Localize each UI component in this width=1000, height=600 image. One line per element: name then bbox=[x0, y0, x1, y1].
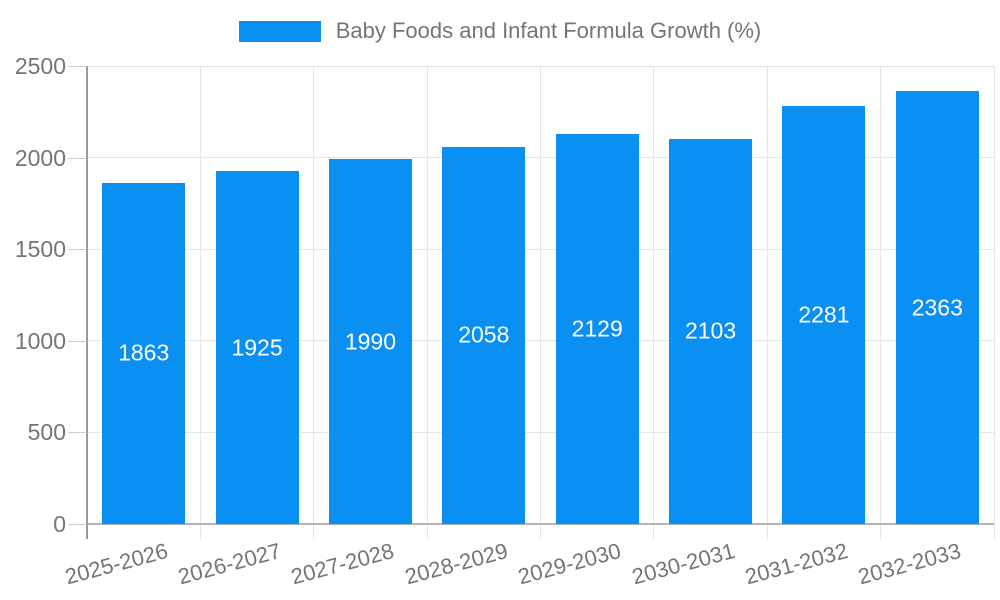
bar-value-label: 1863 bbox=[118, 339, 170, 366]
plot-area: 1863 1925 1990 2058 2129 2103 2281 2363 bbox=[86, 65, 995, 539]
y-axis-tick bbox=[68, 66, 87, 67]
bar-2025-2026[interactable]: 1863 bbox=[102, 182, 186, 524]
y-axis-label: 2500 bbox=[14, 53, 66, 79]
bar-value-label: 2363 bbox=[911, 294, 963, 321]
legend-swatch bbox=[238, 20, 321, 42]
y-axis-label: 0 bbox=[53, 511, 66, 537]
bar-2030-2031[interactable]: 2103 bbox=[669, 138, 753, 524]
y-axis-label: 500 bbox=[27, 419, 66, 446]
gridline-vertical bbox=[199, 66, 201, 539]
legend-item[interactable]: Baby Foods and Infant Formula Growth (%) bbox=[238, 18, 762, 44]
bar-2029-2030[interactable]: 2129 bbox=[555, 133, 639, 524]
bar-value-label: 2103 bbox=[684, 317, 737, 344]
y-axis-tick bbox=[68, 340, 87, 342]
y-axis-tick bbox=[68, 249, 87, 251]
gridline-vertical bbox=[313, 66, 315, 539]
bar-value-label: 1990 bbox=[344, 328, 397, 355]
bar-2027-2028[interactable]: 1990 bbox=[328, 159, 412, 524]
gridline-vertical bbox=[540, 66, 541, 539]
y-axis-tick bbox=[68, 524, 87, 525]
y-axis-label: 2000 bbox=[14, 144, 66, 171]
legend-label: Baby Foods and Infant Formula Growth (%) bbox=[335, 18, 762, 43]
gridline-vertical bbox=[766, 66, 768, 539]
bar-2032-2033[interactable]: 2363 bbox=[895, 91, 979, 524]
x-axis-line bbox=[87, 523, 994, 525]
bar-value-label: 2129 bbox=[571, 315, 623, 342]
gridline-vertical bbox=[653, 66, 655, 539]
y-axis-tick bbox=[68, 157, 87, 159]
gridline-vertical bbox=[426, 66, 428, 539]
y-axis-label: 1500 bbox=[14, 236, 66, 263]
bar-2026-2027[interactable]: 1925 bbox=[215, 171, 299, 524]
legend: Baby Foods and Infant Formula Growth (%) bbox=[0, 18, 1000, 44]
bar-value-label: 2058 bbox=[458, 321, 510, 348]
bar-2031-2032[interactable]: 2281 bbox=[782, 106, 866, 524]
bar-2028-2029[interactable]: 2058 bbox=[442, 146, 526, 524]
gridline-vertical bbox=[880, 66, 882, 539]
y-axis-label: 1000 bbox=[14, 327, 66, 354]
bar-value-label: 1925 bbox=[231, 334, 283, 361]
gridline-vertical bbox=[993, 66, 995, 539]
bar-value-label: 2281 bbox=[798, 301, 850, 328]
y-axis-line bbox=[86, 66, 88, 539]
y-axis-tick bbox=[68, 432, 87, 434]
